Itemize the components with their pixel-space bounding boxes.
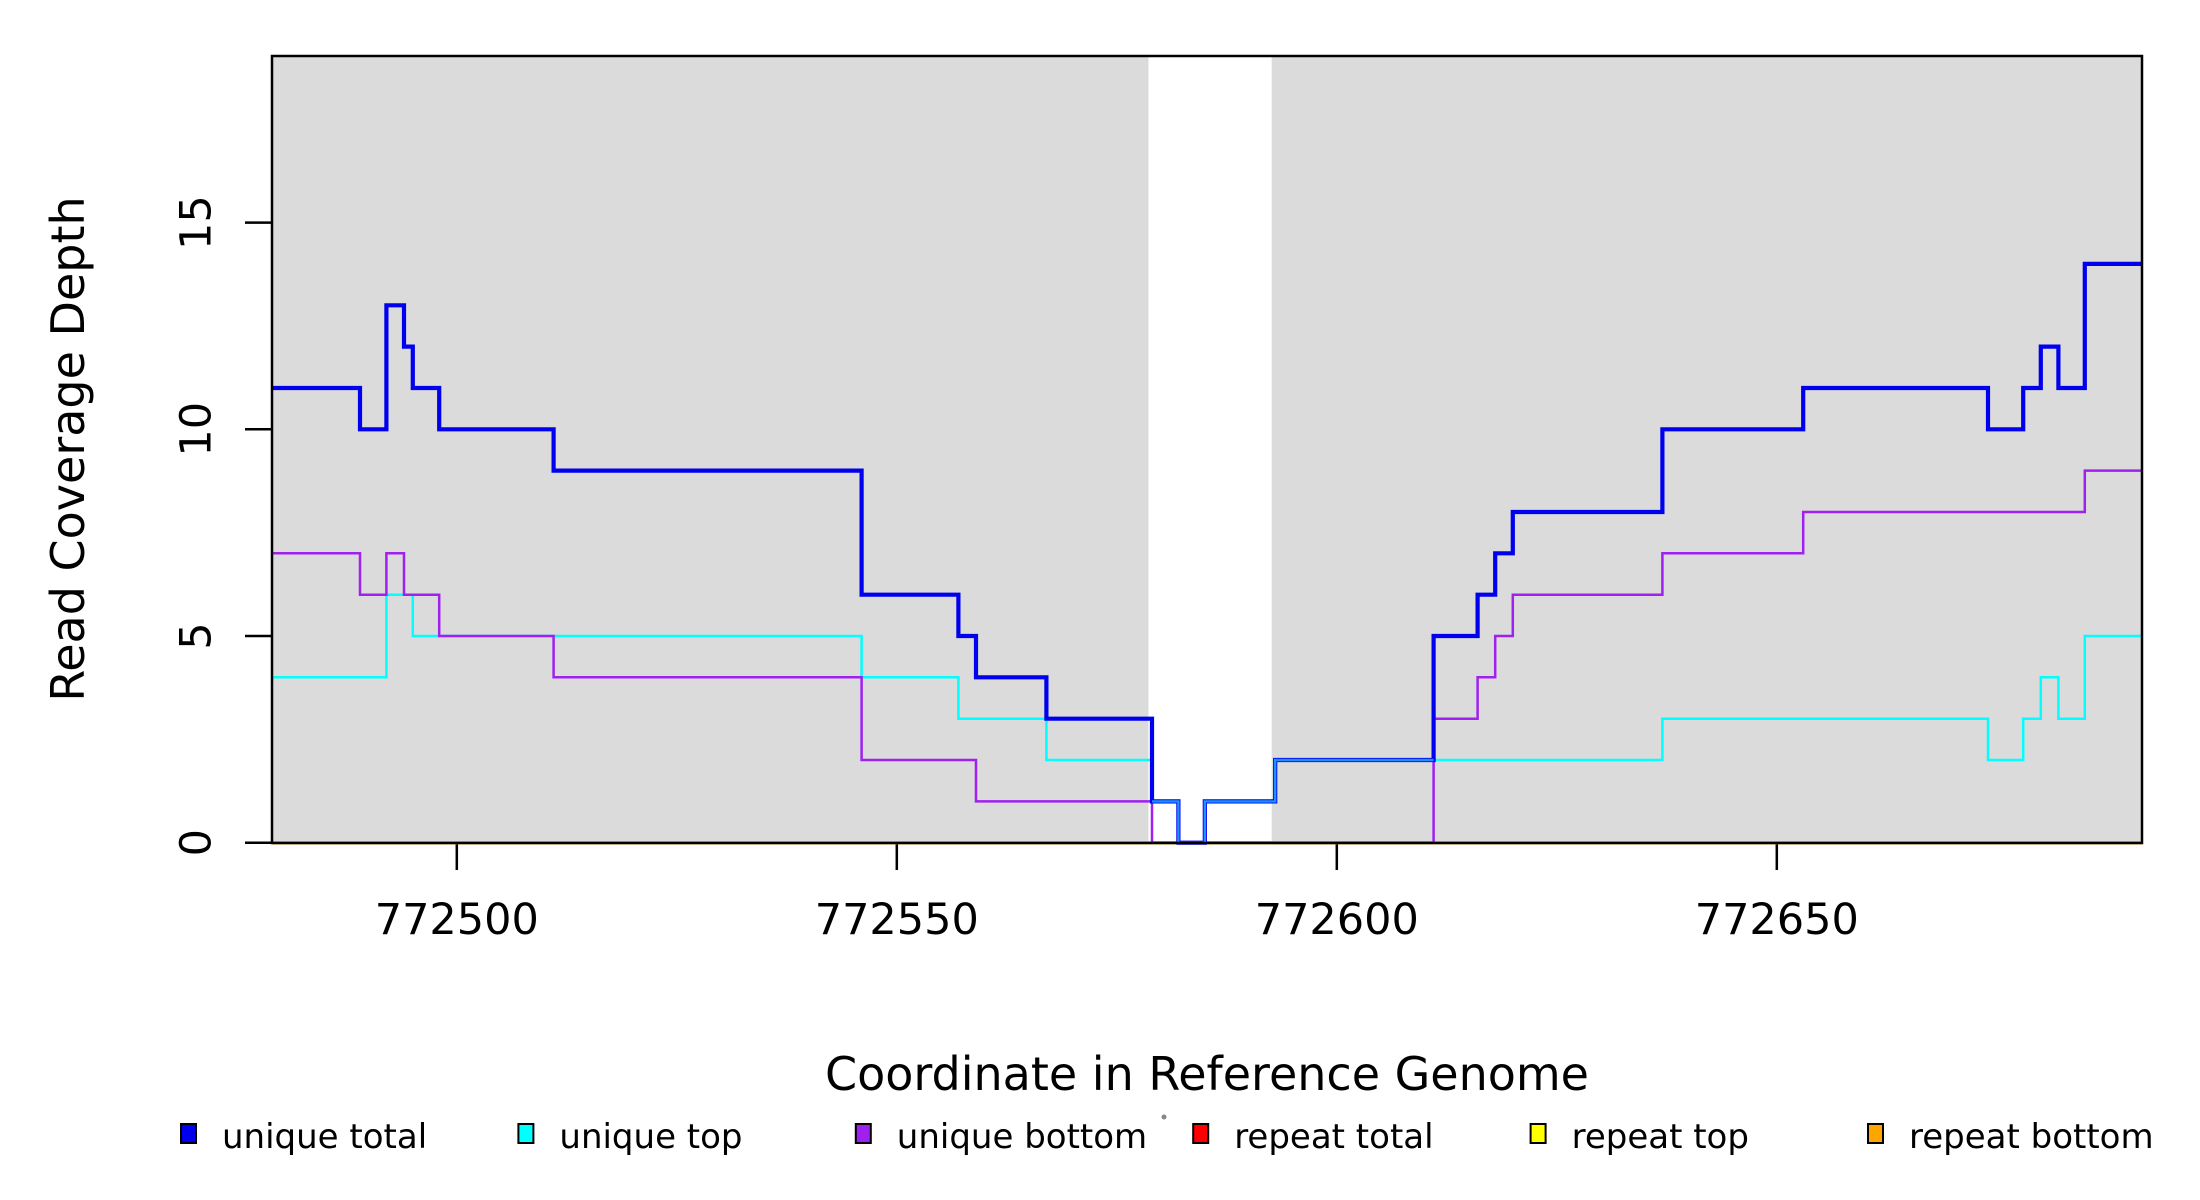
legend-swatch (1867, 1123, 1884, 1144)
legend-item-unique-bottom: unique bottom (854, 1117, 1147, 1157)
x-tick-label: 772650 (1695, 895, 1859, 945)
legend-item-label: unique bottom (897, 1117, 1147, 1157)
series-overlap-highlight (1152, 758, 1434, 844)
legend-swatch (1529, 1123, 1547, 1144)
axis-ticks-layer (245, 221, 1779, 870)
y-axis-title: Read Coverage Depth (41, 196, 95, 701)
legend-swatch (854, 1123, 872, 1144)
series-line-unique-bottom (272, 469, 2142, 844)
legend-item-label: repeat bottom (1909, 1117, 2154, 1157)
legend-item-repeat-top: repeat top (1529, 1117, 1749, 1157)
legend-item-unique-top: unique top (517, 1117, 743, 1157)
y-tick-label: 10 (172, 402, 222, 457)
legend-swatch (517, 1123, 535, 1144)
shaded-band (272, 56, 1149, 844)
legend-item-label: repeat top (1572, 1117, 1749, 1157)
legend-swatch (180, 1123, 197, 1144)
x-tick-label: 772600 (1255, 895, 1419, 945)
x-axis-title: Coordinate in Reference Genome (825, 1047, 1589, 1101)
legend-item-label: unique total (222, 1117, 427, 1157)
legend-item-repeat-total: repeat total (1192, 1117, 1434, 1157)
legend-item-label: unique top (559, 1117, 742, 1157)
shaded-band (1271, 56, 2142, 844)
tick-labels-layer: 772500 772550 772600 772650 0 5 10 15 (172, 195, 1859, 945)
x-tick-label: 772550 (815, 895, 979, 945)
y-tick-label: 5 (172, 622, 222, 649)
legend-item-unique-total: unique total (180, 1117, 427, 1157)
legend-item-label: repeat total (1234, 1117, 1433, 1157)
plot-border-box (270, 54, 2144, 845)
y-tick-label: 0 (172, 829, 222, 856)
legend: unique total unique top unique bottom repea… (180, 1117, 2154, 1157)
x-tick-label: 772500 (375, 895, 539, 945)
shaded-regions-layer (272, 56, 2142, 844)
stray-dot (1161, 1114, 1167, 1120)
y-tick-label: 15 (172, 195, 222, 250)
legend-item-repeat-bottom: repeat bottom (1867, 1117, 2154, 1157)
legend-swatch (1192, 1123, 1210, 1144)
